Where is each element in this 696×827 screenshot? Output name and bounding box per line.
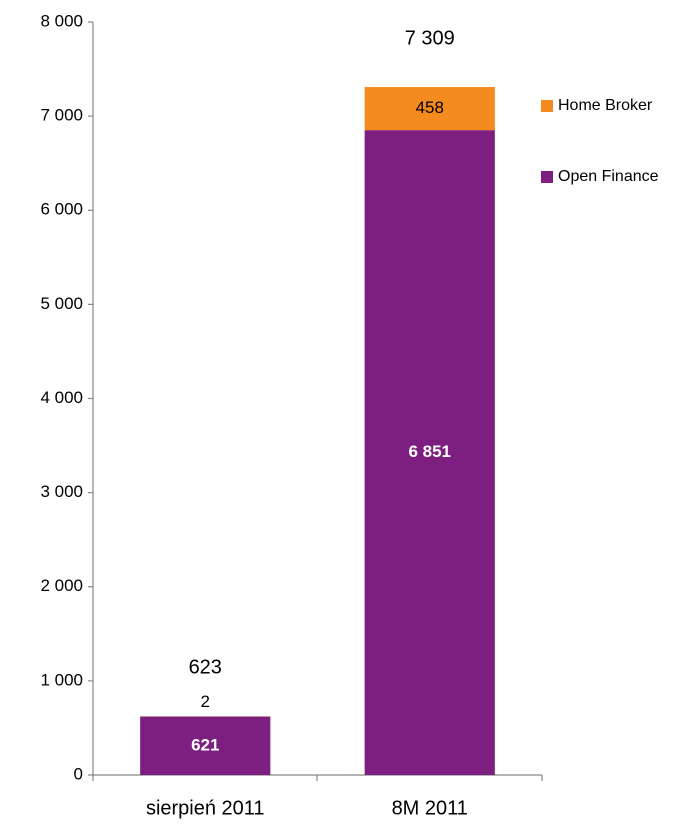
x-tick-label: 8M 2011 [392, 797, 468, 819]
bar-segment [364, 130, 495, 775]
y-tick-label: 7 000 [40, 106, 83, 125]
legend-swatch [541, 171, 553, 183]
y-tick-label: 6 000 [40, 200, 83, 219]
total-label: 623 [189, 657, 222, 679]
legend-label: Home Broker [558, 97, 653, 114]
y-tick-label: 0 [74, 764, 83, 783]
y-tick-label: 3 000 [40, 482, 83, 501]
y-tick-label: 5 000 [40, 294, 83, 313]
data-label: 621 [191, 735, 219, 754]
data-label: 2 [201, 692, 210, 711]
total-label: 7 309 [405, 27, 455, 49]
data-label: 6 851 [408, 442, 451, 461]
bar-segment [140, 716, 271, 775]
x-tick-label: sierpień 2011 [146, 797, 265, 819]
y-tick-label: 1 000 [40, 670, 83, 689]
y-tick-label: 2 000 [40, 576, 83, 595]
data-label: 458 [416, 98, 444, 117]
y-tick-label: 4 000 [40, 388, 83, 407]
legend-label: Open Finance [558, 168, 659, 185]
legend-swatch [541, 100, 553, 112]
y-tick-label: 8 000 [40, 11, 83, 30]
bar-segment [364, 87, 495, 131]
